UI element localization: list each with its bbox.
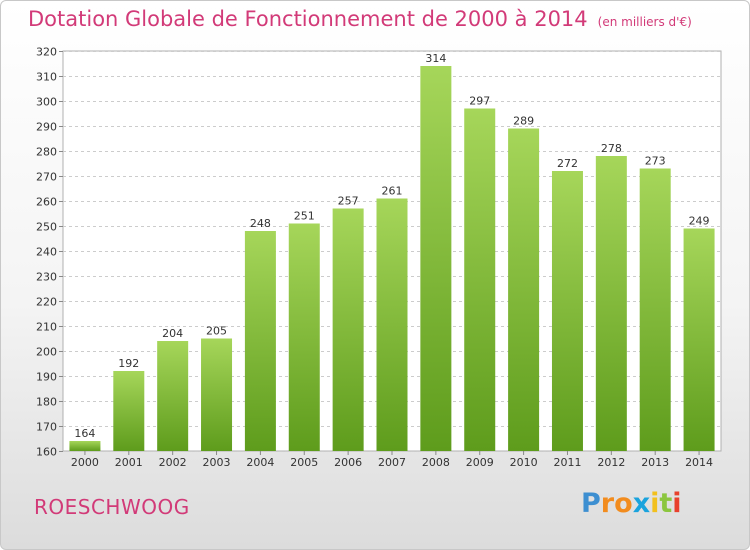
bar <box>551 171 583 451</box>
y-tick-label: 300 <box>36 96 57 109</box>
logo-letter: x <box>632 488 651 519</box>
y-tick-label: 200 <box>36 346 57 359</box>
bar-value-label: 164 <box>74 427 95 440</box>
bar <box>508 128 540 451</box>
logo-letter: i <box>672 488 682 519</box>
x-tick-label: 2007 <box>378 456 406 469</box>
x-tick-label: 2009 <box>466 456 494 469</box>
x-tick-label: 2008 <box>422 456 450 469</box>
bar <box>157 341 189 451</box>
bar <box>113 371 145 451</box>
y-tick-label: 230 <box>36 271 57 284</box>
y-tick-label: 220 <box>36 296 57 309</box>
x-tick-label: 2011 <box>553 456 581 469</box>
x-tick-label: 2001 <box>115 456 143 469</box>
logo-letter: r <box>600 488 615 519</box>
bar-value-label: 278 <box>601 142 622 155</box>
x-tick-label: 2014 <box>685 456 713 469</box>
bar-value-label: 248 <box>250 217 271 230</box>
x-tick-label: 2003 <box>203 456 231 469</box>
bar-value-label: 251 <box>294 210 315 223</box>
y-tick-label: 180 <box>36 396 57 409</box>
x-tick-label: 2002 <box>159 456 187 469</box>
x-tick-label: 2000 <box>71 456 99 469</box>
x-tick-label: 2010 <box>510 456 538 469</box>
commune-name: ROESCHWOOG <box>34 495 190 519</box>
y-tick-label: 160 <box>36 446 57 459</box>
bar <box>69 441 101 451</box>
bar-value-label: 205 <box>206 325 227 338</box>
y-tick-label: 190 <box>36 371 57 384</box>
y-tick-label: 280 <box>36 146 57 159</box>
bar <box>639 168 671 451</box>
bar-value-label: 314 <box>425 52 446 65</box>
x-tick-label: 2004 <box>246 456 274 469</box>
logo-letter: i <box>650 488 660 519</box>
x-tick-label: 2012 <box>597 456 625 469</box>
bar-value-label: 192 <box>118 357 139 370</box>
y-tick-label: 170 <box>36 421 57 434</box>
bar-value-label: 289 <box>513 115 534 128</box>
y-tick-label: 260 <box>36 196 57 209</box>
bar <box>376 198 408 451</box>
y-tick-label: 310 <box>36 71 57 84</box>
bar <box>244 231 276 451</box>
x-tick-label: 2006 <box>334 456 362 469</box>
bar-value-label: 261 <box>382 185 403 198</box>
bar <box>595 156 627 451</box>
y-tick-label: 290 <box>36 121 57 134</box>
logo-letter: P <box>581 488 601 519</box>
logo-letter: t <box>659 488 673 519</box>
bar-value-label: 297 <box>469 95 490 108</box>
y-tick-label: 320 <box>36 46 57 59</box>
bar-value-label: 273 <box>645 155 666 168</box>
chart-title: Dotation Globale de Fonctionnement de 20… <box>28 7 692 31</box>
logo-letter: o <box>614 488 633 519</box>
chart-unit: (en milliers d'€) <box>597 15 692 29</box>
y-tick-label: 250 <box>36 221 57 234</box>
bar-value-label: 249 <box>689 215 710 228</box>
y-tick-label: 270 <box>36 171 57 184</box>
bar <box>683 228 715 451</box>
bar <box>332 208 364 451</box>
bar-value-label: 272 <box>557 157 578 170</box>
y-tick-label: 210 <box>36 321 57 334</box>
bar <box>201 338 233 451</box>
y-tick-label: 240 <box>36 246 57 259</box>
bar <box>288 223 320 451</box>
bar <box>464 108 496 451</box>
bar-value-label: 257 <box>338 195 359 208</box>
bar <box>420 66 452 451</box>
proxiti-logo: Proxiti <box>581 488 682 519</box>
x-tick-label: 2013 <box>641 456 669 469</box>
chart-title-text: Dotation Globale de Fonctionnement de 20… <box>28 7 588 31</box>
bar-value-label: 204 <box>162 327 183 340</box>
x-tick-label: 2005 <box>290 456 318 469</box>
